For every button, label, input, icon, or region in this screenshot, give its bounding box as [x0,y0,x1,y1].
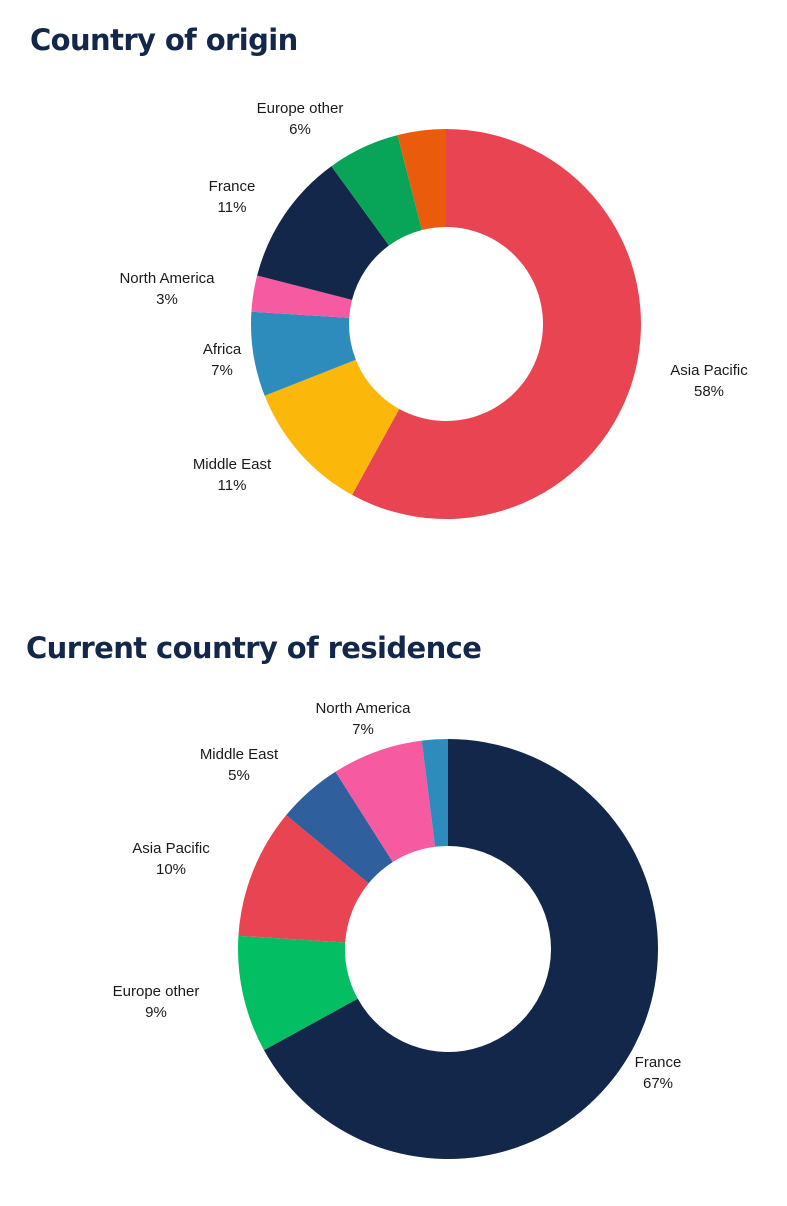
slice-label-france: France 67% [635,1052,682,1094]
slice-label-africa: Africa 7% [203,339,241,381]
slice-label-asia-pacific: Asia Pacific 10% [132,838,210,880]
slice-france [257,166,389,300]
slice-label-value: 9% [145,1004,167,1021]
slice-france [263,739,659,1160]
slice-label-value: 6% [289,121,311,138]
slice-north-america [335,740,436,863]
slice-label-north-america: North America 3% [119,268,214,310]
slice-label-name: North America [119,270,215,287]
slice-label-value: 10% [155,861,187,878]
slice-unlabeled-6 [397,129,446,231]
slice-label-value: 11% [217,477,247,494]
slice-label-value: 58% [693,383,725,400]
slice-unlabeled-5 [421,739,448,847]
slice-label-middle-east: Middle East 11% [193,454,271,496]
slice-label-name: Middle East [199,746,279,763]
slice-asia-pacific [352,129,642,519]
slice-label-value: 67% [642,1075,674,1092]
slice-label-name: Africa [202,341,242,358]
slice-label-name: Europe other [256,100,344,117]
slice-label-asia-pacific: Asia Pacific 58% [670,360,748,402]
slice-europe-other [238,935,358,1051]
slice-label-value: 11% [217,199,247,216]
chart-title-residence: Current country of residence [26,631,482,665]
slice-label-name: France [634,1054,682,1071]
slice-north-america [251,275,353,318]
slice-label-value: 5% [228,767,250,784]
slice-label-name: Asia Pacific [670,362,748,379]
donut-chart-origin [250,129,642,519]
slice-label-name: Middle East [192,456,272,473]
slice-middle-east [264,359,400,495]
slice-label-name: North America [315,700,411,717]
slice-europe-other [331,135,422,246]
slice-middle-east [286,771,393,884]
slice-label-north-america: North America 7% [315,698,410,740]
slice-label-value: 7% [352,721,374,738]
slice-label-middle-east: Middle East 5% [200,744,278,786]
slice-label-name: Europe other [112,983,200,1000]
slice-label-name: France [208,178,256,195]
slice-africa [250,311,356,396]
slice-label-value: 7% [211,362,233,379]
slice-asia-pacific [238,815,369,943]
slice-label-value: 3% [156,291,178,308]
slice-label-france: France 11% [209,176,256,218]
slice-label-europe-other: Europe other 6% [257,98,344,140]
slice-label-europe-other: Europe other 9% [113,981,200,1023]
chart-title-origin: Country of origin [30,23,298,57]
slice-label-name: Asia Pacific [132,840,210,857]
